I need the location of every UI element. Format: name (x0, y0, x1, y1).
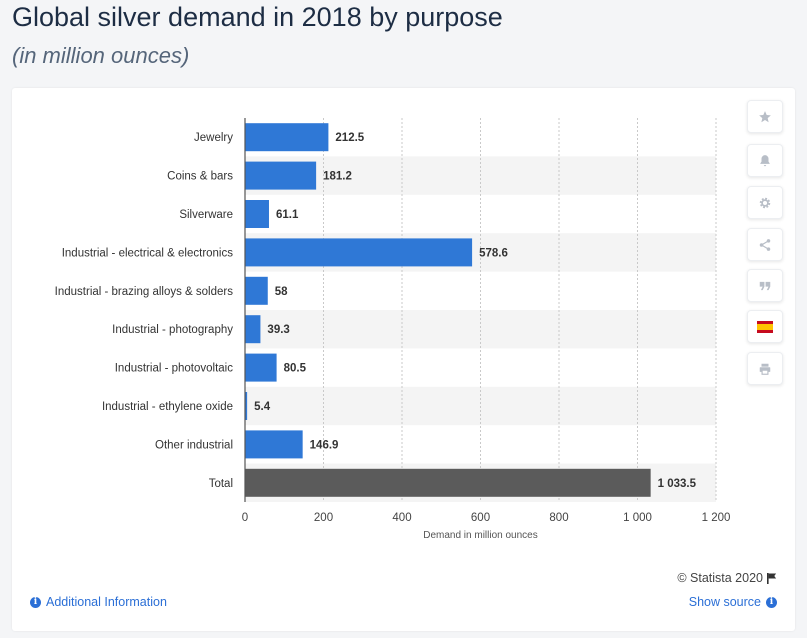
data-label: 578.6 (479, 247, 508, 259)
info-icon: i (766, 596, 777, 608)
additional-information-link[interactable]: i Additional Information (30, 595, 167, 609)
share-icon (759, 238, 771, 251)
bar[interactable] (245, 315, 261, 344)
data-label: 146.9 (310, 439, 339, 451)
data-label: 181.2 (323, 171, 352, 183)
additional-information-label: Additional Information (46, 595, 167, 609)
bar-chart: Jewelry Coins & bars Silverware Industrial … (55, 118, 731, 541)
print-button[interactable] (747, 352, 783, 385)
category-label: Coins & bars (167, 171, 233, 183)
bar[interactable] (245, 200, 269, 228)
bar[interactable] (245, 430, 303, 459)
statista-credit[interactable]: © Statista 2020 (677, 571, 777, 585)
show-source-link[interactable]: Show source i (689, 595, 777, 609)
language-button[interactable] (747, 310, 783, 343)
category-label: Industrial - photovoltaic (115, 363, 234, 375)
x-axis-label: Demand in million ounces (423, 530, 538, 541)
settings-button[interactable] (747, 186, 783, 219)
favorite-button[interactable] (747, 100, 783, 133)
x-tick-label: 600 (471, 512, 490, 524)
x-tick-label: 800 (549, 512, 568, 524)
category-label: Industrial - photography (112, 324, 233, 336)
gear-icon (759, 197, 771, 208)
data-label: 39.3 (267, 324, 289, 336)
bar[interactable] (245, 238, 473, 267)
data-label: 80.5 (284, 363, 307, 375)
spain-flag-icon (757, 320, 773, 333)
x-tick-label: 1 000 (623, 512, 652, 524)
category-label: Total (209, 478, 233, 490)
category-label: Industrial - brazing alloys & solders (55, 286, 234, 298)
category-label: Other industrial (155, 439, 233, 451)
notification-button[interactable] (747, 144, 783, 177)
page-subtitle: (in million ounces) (12, 43, 190, 68)
x-tick-label: 200 (314, 512, 333, 524)
info-icon: i (30, 596, 41, 608)
bar[interactable] (245, 468, 651, 497)
data-label: 61.1 (276, 209, 299, 221)
data-label: 212.5 (335, 132, 364, 144)
bar[interactable] (245, 353, 277, 382)
bar[interactable] (245, 276, 268, 305)
category-label: Industrial - electrical & electronics (62, 247, 234, 259)
data-label: 1 033.5 (658, 478, 697, 490)
category-label: Jewelry (194, 132, 233, 144)
data-label: 5.4 (254, 401, 271, 413)
flag-icon (767, 572, 777, 584)
show-source-label: Show source (688, 595, 761, 609)
page-title: Global silver demand in 2018 by purpose (12, 2, 503, 32)
category-label: Silverware (179, 209, 233, 221)
bar[interactable] (245, 161, 317, 190)
star-icon (759, 110, 771, 122)
x-tick-label: 1 200 (702, 512, 731, 524)
bar[interactable] (245, 123, 329, 152)
printer-icon (759, 363, 771, 375)
credit-text: © Statista 2020 (677, 571, 763, 585)
quote-icon (759, 281, 771, 290)
share-button[interactable] (747, 228, 783, 261)
category-label: Industrial - ethylene oxide (102, 401, 233, 413)
bar[interactable] (245, 392, 248, 420)
cite-button[interactable] (747, 269, 783, 302)
x-tick-label: 400 (392, 512, 411, 524)
x-tick-label: 0 (242, 512, 248, 524)
chart-card: Jewelry Coins & bars Silverware Industrial … (12, 88, 795, 631)
bell-icon (760, 154, 770, 166)
data-label: 58 (275, 286, 288, 298)
